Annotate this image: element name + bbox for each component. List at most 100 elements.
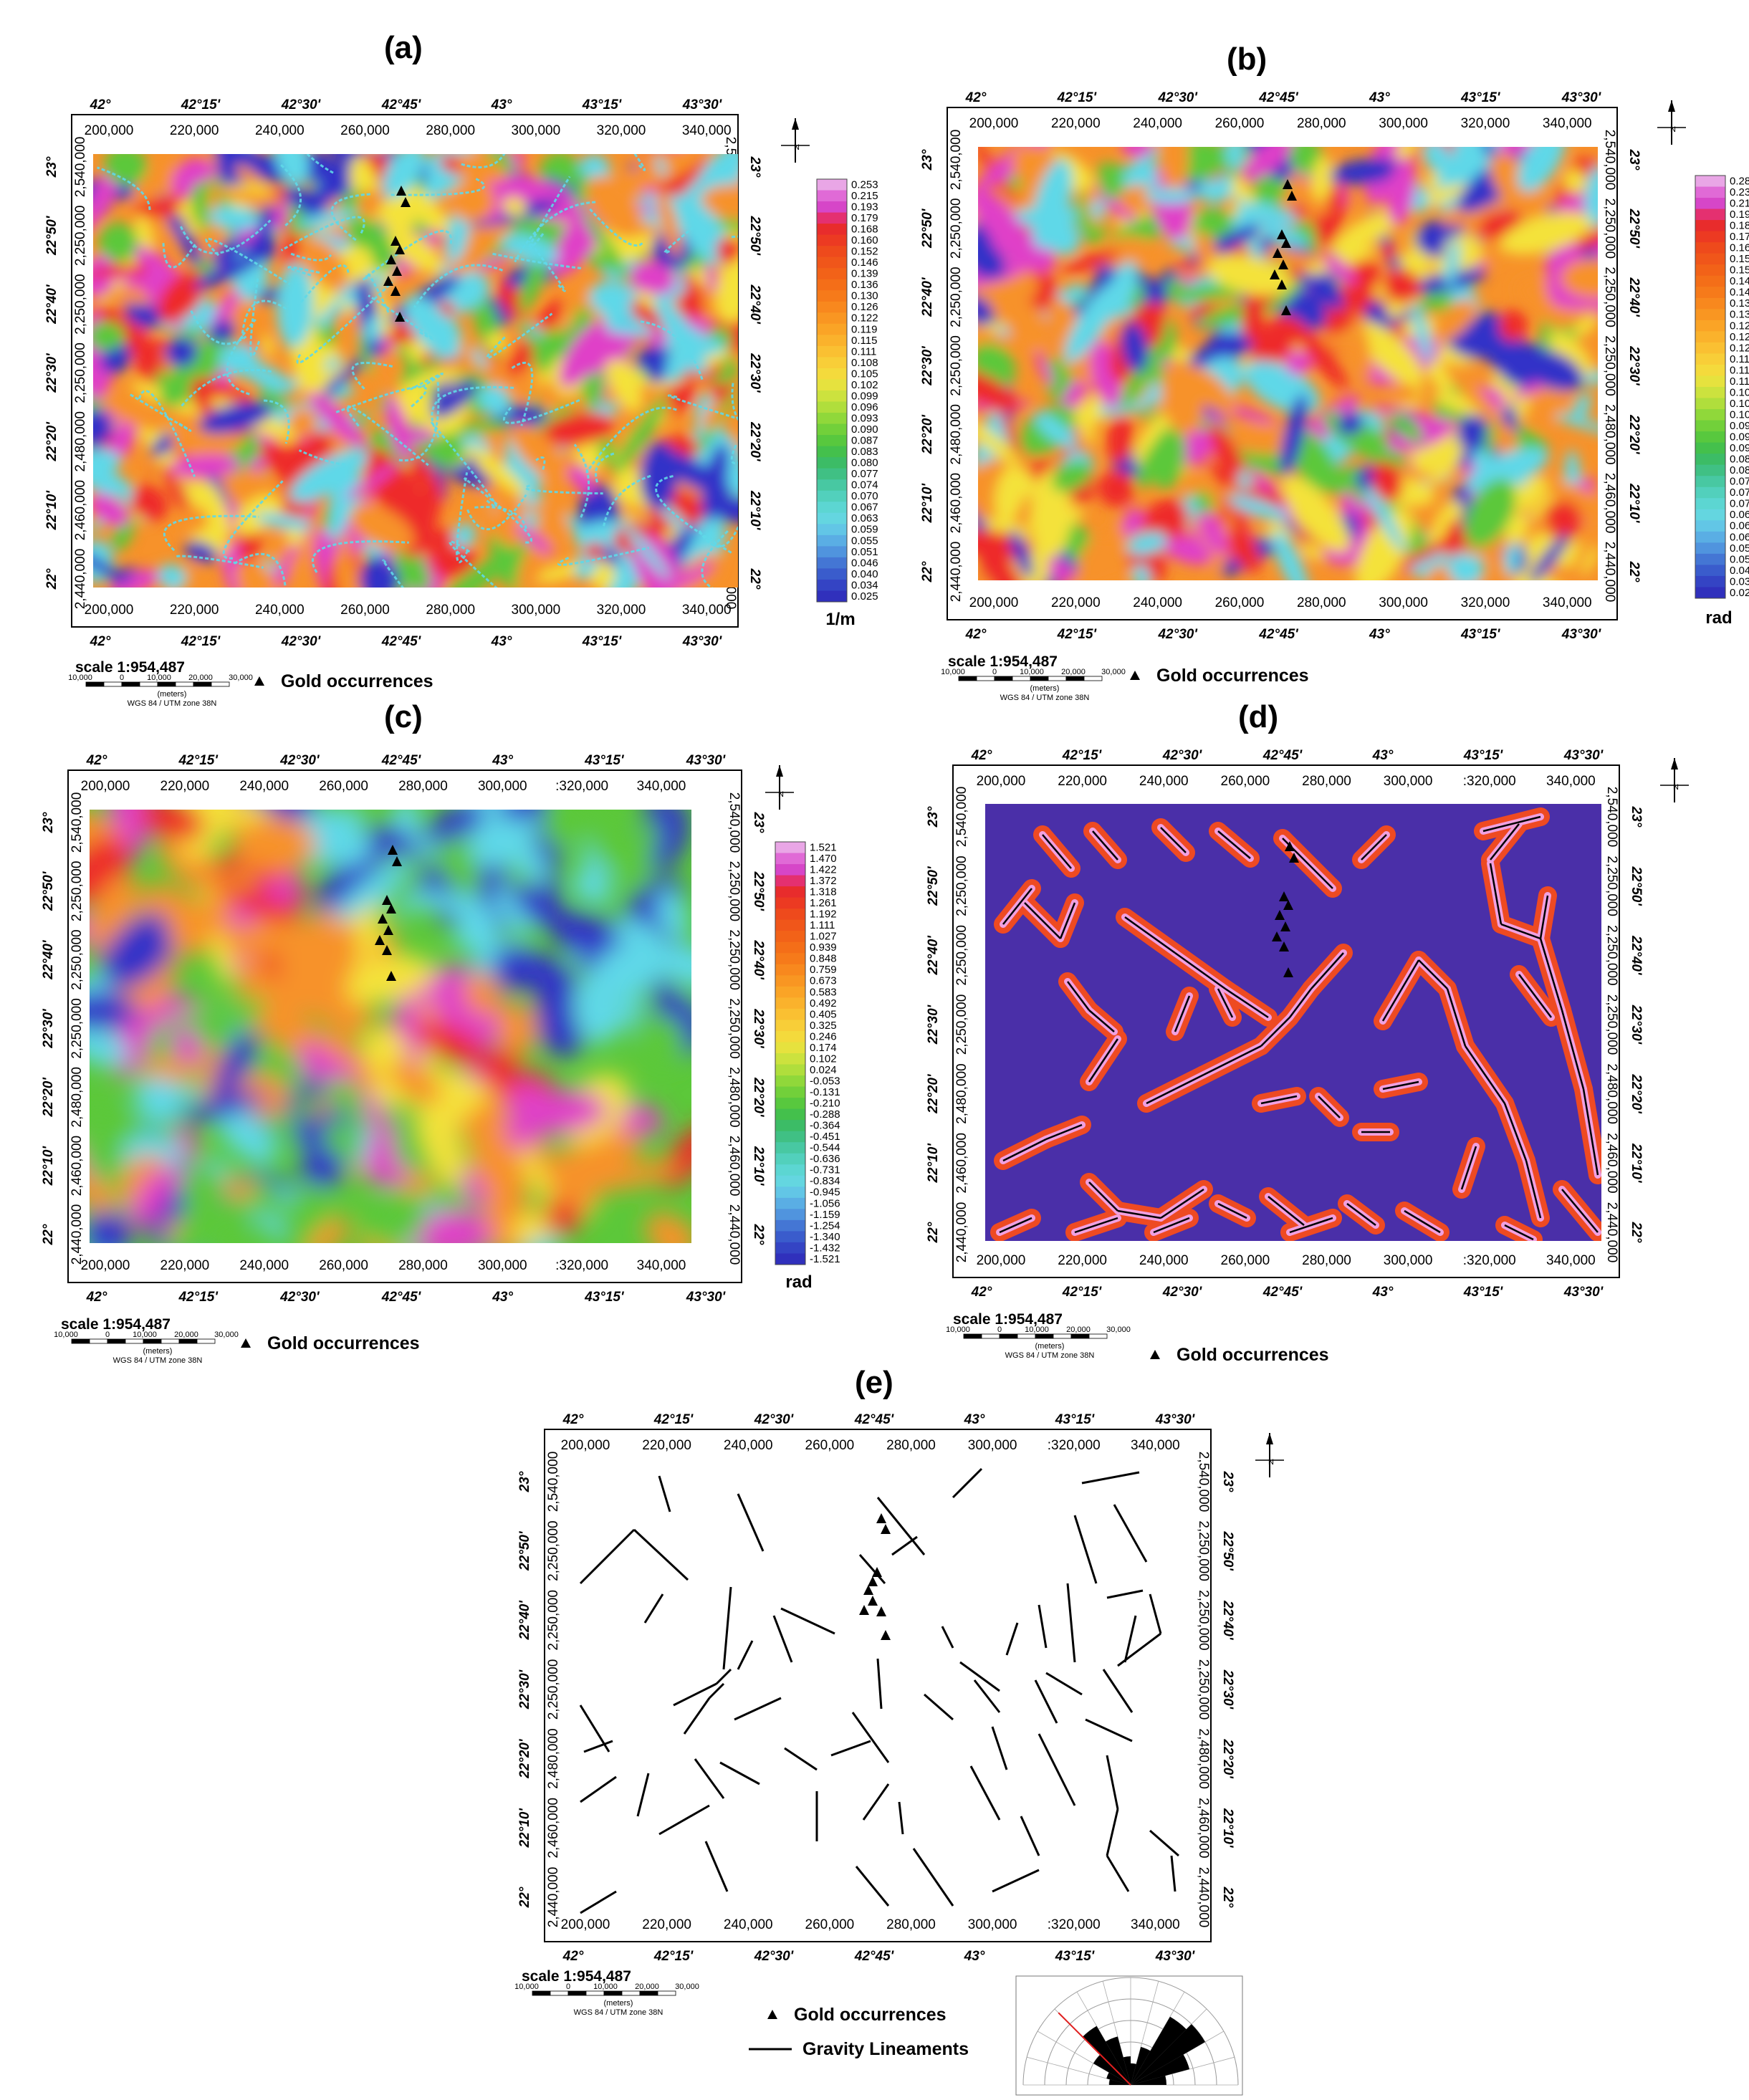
colorbar-swatch-b-19 — [1695, 387, 1725, 399]
easting-bottom-e-3: 260,000 — [805, 1917, 855, 1932]
gravity-lineament — [1460, 1146, 1477, 1190]
colorbar-value-b-14: 0.123 — [1730, 331, 1749, 343]
scale-bar-seg-d-5 — [1053, 1333, 1072, 1339]
field-blob — [1198, 510, 1228, 555]
gold-occurrence-d-8 — [1283, 967, 1293, 977]
field-contour — [190, 310, 248, 345]
legend-gold-label-e: Gold occurrences — [794, 2005, 947, 2025]
colorbar-value-c-9: 0.939 — [810, 941, 837, 954]
gravity-lineament-40 — [855, 1866, 890, 1907]
panel-e-map: 200,000 200,000 220,000 220,000 240,000 240,0… — [514, 1412, 1284, 2059]
longitude-bottom-d-6: 43°30' — [1563, 1285, 1604, 1300]
easting-top-e-0: 200,000 — [561, 1438, 610, 1453]
gravity-lineament-4 — [1081, 1471, 1140, 1485]
northing-right-c-5: 2,460,000 — [727, 1136, 742, 1197]
rose-spoke — [1130, 1981, 1159, 2086]
northing-right-b-0: 2,540,000 — [1602, 130, 1617, 191]
colorbar-swatch-c-19 — [775, 1053, 805, 1065]
field-blob — [1410, 449, 1437, 474]
rose-petal-7 — [1131, 2016, 1187, 2085]
gravity-lineament — [1561, 1010, 1585, 1090]
field-blob — [629, 167, 653, 190]
gravity-lineament-5 — [1073, 1515, 1098, 1584]
easting-top-d-3: 260,000 — [1221, 774, 1270, 789]
scale-bar-seg-a-4 — [157, 681, 176, 687]
field-blob — [1450, 147, 1466, 204]
field-blob — [129, 1166, 175, 1228]
longitude-bottom-d-1: 42°15' — [1062, 1285, 1103, 1300]
gravity-lineament — [1088, 1038, 1119, 1083]
field-blob — [1568, 499, 1598, 580]
longitude-bottom-d-2: 42°30' — [1162, 1285, 1203, 1300]
colorbar-value-a-28: 0.070 — [851, 490, 878, 502]
colorbar-swatch-b-1 — [1695, 186, 1725, 198]
longitude-bottom-c-1: 42°15' — [178, 1290, 219, 1305]
gravity-lineament — [1024, 902, 1061, 939]
colorbar-value-b-30: 0.068 — [1730, 509, 1749, 521]
field-blob — [1428, 443, 1464, 485]
colorbar-swatch-c-37 — [775, 1253, 805, 1265]
colorbar-swatch-b-13 — [1695, 320, 1725, 332]
northing-left-c-2: 2,250,000 — [70, 929, 85, 990]
field-blob — [109, 568, 163, 588]
field-blob — [1442, 361, 1503, 427]
gravity-lineament-11 — [722, 1586, 732, 1670]
easting-bottom-a-3: 260,000 — [340, 603, 390, 618]
colorbar-value-c-36: -1.432 — [810, 1242, 840, 1254]
gravity-lineament-38 — [1170, 1855, 1177, 1892]
field-blob — [1238, 469, 1251, 491]
scale-bar-label-e-1: 0 — [566, 1982, 570, 1991]
easting-top-b-7: 340,000 — [1543, 116, 1592, 131]
easting-bottom-d-3: 260,000 — [1221, 1253, 1270, 1268]
colorbar-value-a-36: 0.034 — [851, 579, 878, 591]
colorbar-swatch-b-35 — [1695, 565, 1725, 577]
field-blob — [1288, 316, 1348, 390]
scale-bar-seg-e-4 — [603, 1990, 623, 1996]
colorbar-swatch-c-7 — [775, 919, 805, 931]
scale-projection-d: WGS 84 / UTM zone 38N — [1005, 1351, 1095, 1360]
gravity-lineament-44 — [830, 1740, 871, 1757]
field-contour — [368, 294, 435, 340]
longitude-top-b-3: 42°45' — [1258, 90, 1299, 105]
easting-top-b-0: 200,000 — [969, 116, 1019, 131]
latitude-right-a-3: 22°30' — [747, 353, 762, 393]
colorbar-value-c-18: 0.174 — [810, 1042, 837, 1054]
latitude-right-c-3: 22°30' — [751, 1008, 766, 1049]
field-contour — [162, 242, 196, 269]
legend-gold-symbol-e — [767, 2010, 777, 2019]
scale-bar-seg-e-6 — [639, 1990, 658, 1996]
longitude-top-b-4: 43° — [1369, 90, 1390, 105]
field-blob — [416, 1022, 487, 1065]
colorbar-value-a-21: 0.093 — [851, 412, 878, 424]
longitude-top-a-2: 42°30' — [281, 97, 322, 112]
easting-top-e-6: :320,000 — [1048, 1438, 1101, 1453]
northing-left-b-4: 2,480,000 — [949, 404, 964, 465]
colorbar-swatch-c-28 — [775, 1153, 805, 1165]
field-blob — [1432, 299, 1476, 342]
field-blob — [676, 198, 729, 265]
northing-right-c-3: 2,250,000 — [727, 998, 742, 1059]
field-blob — [411, 1210, 492, 1243]
colorbar-swatch-a-7 — [817, 256, 847, 269]
colorbar-unit-a: 1/m — [825, 610, 855, 629]
colorbar-value-c-19: 0.102 — [810, 1053, 837, 1065]
field-blob — [493, 946, 578, 996]
colorbar-swatch-a-32 — [817, 534, 847, 547]
gravity-lineament-46 — [719, 1761, 760, 1785]
field-blob — [101, 395, 169, 432]
field-blob — [1423, 147, 1450, 172]
field-contour — [287, 266, 321, 277]
easting-top-b-4: 280,000 — [1297, 116, 1346, 131]
easting-bottom-a-7: 340,000 — [682, 603, 732, 618]
field-blob — [90, 1210, 133, 1243]
scale-bar-label-b-3: 20,000 — [1061, 668, 1086, 676]
longitude-top-b-6: 43°30' — [1561, 90, 1602, 105]
colorbar-value-b-26: 0.083 — [1730, 464, 1749, 476]
field-blob — [594, 943, 663, 996]
gravity-lineament-47 — [683, 1697, 711, 1735]
colorbar-value-a-35: 0.040 — [851, 568, 878, 580]
field-blob — [1390, 413, 1424, 443]
colorbar-value-c-35: -1.340 — [810, 1231, 840, 1243]
latitude-left-b-3: 22°30' — [920, 345, 935, 386]
